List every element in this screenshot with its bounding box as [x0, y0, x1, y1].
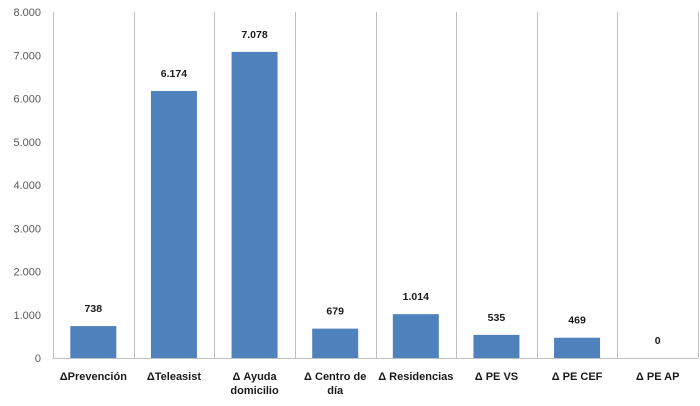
data-label: 738 [85, 303, 103, 315]
data-label: 1.014 [403, 291, 429, 303]
y-tick-label: 0 [35, 353, 41, 365]
x-tick-label: Δ PE AP [636, 371, 680, 383]
bar [473, 334, 520, 358]
x-tick-label: Δ Centro de día [304, 371, 366, 397]
x-tick-label: Δ Residencias [378, 371, 453, 383]
x-tick-label: ΔTeleasist [147, 371, 202, 383]
bars-layer [70, 51, 601, 359]
y-tick-label: 4.000 [13, 180, 41, 192]
y-tick-label: 2.000 [13, 267, 41, 279]
y-tick-label: 6.000 [13, 94, 41, 106]
bar [150, 90, 197, 359]
data-label: 6.174 [161, 68, 187, 80]
bar [554, 337, 601, 358]
data-label: 7.078 [241, 29, 267, 41]
y-axis: 0 1.000 2.000 3.000 4.000 5.000 6.000 7.000 8.00… [13, 7, 41, 365]
x-tick-label: Δ PE CEF [552, 371, 603, 383]
y-tick-label: 7.000 [13, 50, 41, 62]
data-label: 535 [488, 312, 506, 324]
data-label: 679 [326, 306, 344, 318]
y-tick-label: 5.000 [13, 137, 41, 149]
labels-layer: 738 6.174 7.078 679 1.014 535 469 0 [85, 29, 661, 347]
y-tick-label: 1.000 [13, 310, 41, 322]
bar [231, 51, 278, 359]
y-tick-label: 3.000 [13, 223, 41, 235]
x-tick-label: Δ PE VS [475, 371, 518, 383]
x-tick-label: Δ Ayuda domicilio [230, 371, 279, 397]
y-tick-label: 8.000 [13, 7, 41, 19]
grid-layer [53, 12, 699, 359]
bar [312, 328, 359, 358]
x-axis: ΔPrevención ΔTeleasist Δ Ayuda domicilio Δ C… [60, 371, 680, 397]
bar [392, 314, 439, 358]
data-label: 0 [655, 335, 661, 347]
bar [70, 326, 117, 358]
x-tick-label: ΔPrevención [60, 371, 127, 383]
data-label: 469 [568, 315, 586, 327]
